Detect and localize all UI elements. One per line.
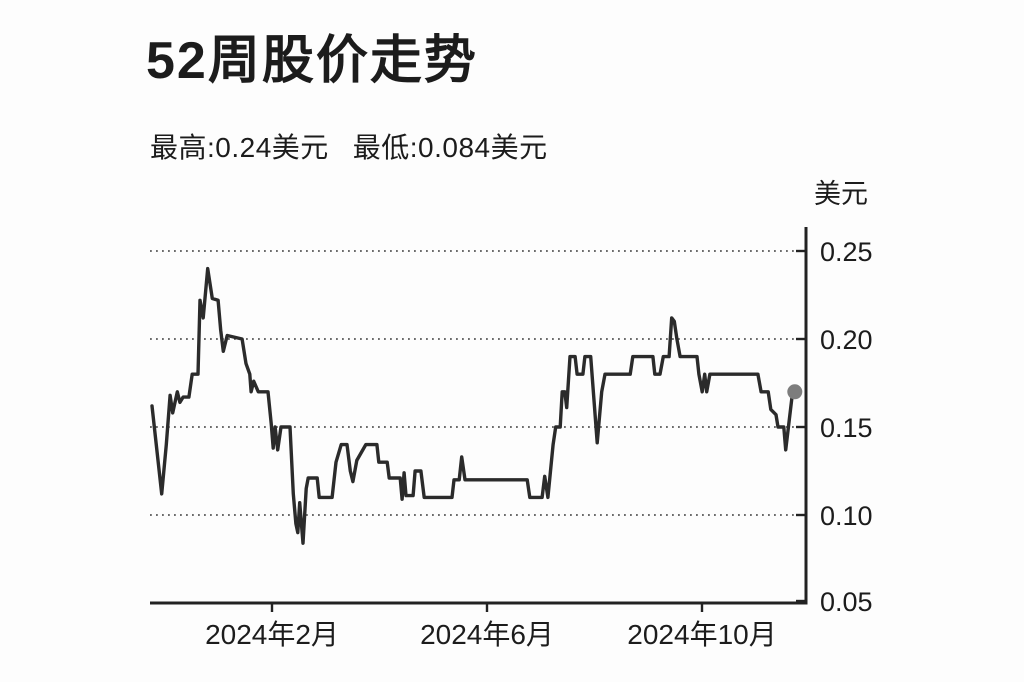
x-tick-label-oct: 2024年10月 bbox=[627, 619, 776, 650]
y-tick-label-0-25: 0.25 bbox=[820, 237, 873, 267]
x-tick-label-feb: 2024年2月 bbox=[205, 619, 339, 650]
low-stat: 最低:0.084美元 bbox=[352, 132, 548, 163]
y-tick-label-0-10: 0.10 bbox=[820, 501, 873, 531]
chart-title: 52周股价走势 bbox=[146, 32, 478, 90]
high-low-stats: 最高:0.24美元 最低:0.084美元 bbox=[150, 126, 548, 166]
y-tick-label-0-15: 0.15 bbox=[820, 413, 873, 443]
high-stat: 最高:0.24美元 bbox=[150, 132, 329, 163]
y-tick-label-0-05: 0.05 bbox=[820, 587, 873, 617]
x-tick-label-jun: 2024年6月 bbox=[420, 619, 554, 650]
y-axis-unit-label: 美元 bbox=[814, 179, 868, 209]
last-price-dot bbox=[787, 384, 803, 400]
y-tick-label-0-20: 0.20 bbox=[820, 325, 873, 355]
price-line bbox=[150, 266, 797, 545]
